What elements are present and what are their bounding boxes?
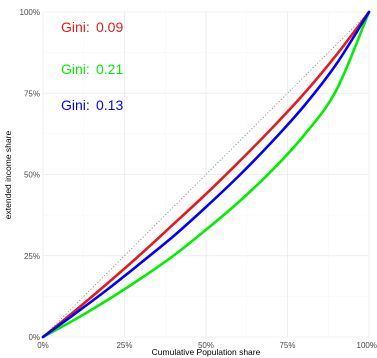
gini-label: Gini:: [61, 19, 90, 35]
series-lines: [41, 10, 371, 339]
gini-value: 0.09: [96, 19, 123, 35]
y-tick-label: 50%: [24, 171, 40, 180]
y-tick-label: 25%: [24, 252, 40, 261]
y-tick-labels: 0% 25% 50% 75% 100%: [20, 8, 40, 342]
x-axis-title: Cumulative Population share: [152, 347, 261, 357]
x-tick-label: 100%: [357, 341, 377, 350]
gini-label: Gini:: [61, 97, 90, 113]
y-axis-title: extended income share: [3, 131, 13, 220]
gini-value: 0.13: [96, 97, 123, 113]
series-line-1: [41, 10, 371, 339]
x-tick-label: 0%: [37, 341, 49, 350]
gini-label: Gini:: [61, 61, 90, 77]
x-tick-labels: 0% 25% 50% 75% 100%: [37, 341, 377, 350]
series-line-2: [41, 10, 371, 339]
x-tick-label: 75%: [279, 341, 295, 350]
gini-annotations: Gini: 0.09 Gini: 0.21 Gini: 0.13: [61, 19, 123, 113]
y-tick-label: 75%: [24, 89, 40, 98]
gini-value: 0.21: [96, 61, 123, 77]
y-tick-label: 0%: [28, 333, 40, 342]
y-tick-label: 100%: [20, 8, 40, 17]
series-line-3: [41, 10, 371, 339]
x-tick-label: 25%: [116, 341, 132, 350]
x-tick-label: 50%: [198, 341, 214, 350]
